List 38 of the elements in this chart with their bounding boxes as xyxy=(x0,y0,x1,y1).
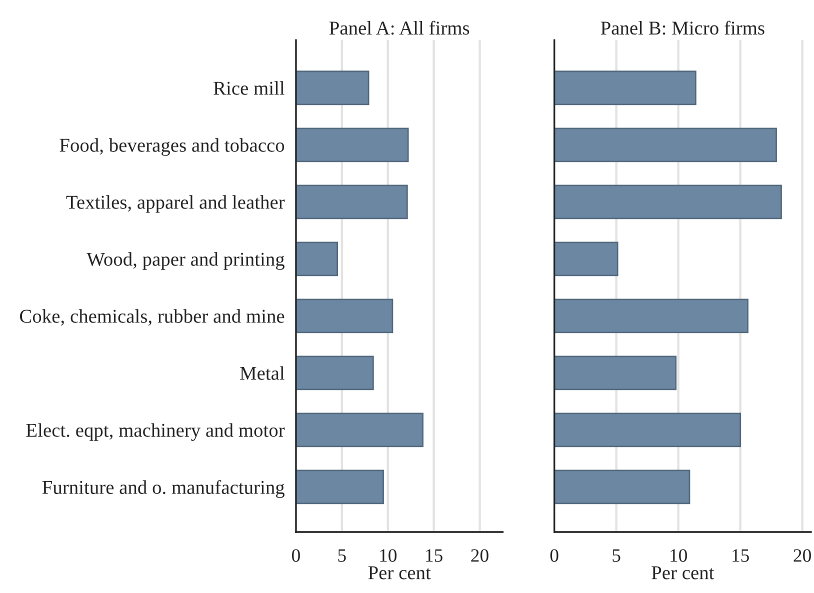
chart-title: Panel A: All firms xyxy=(329,20,470,35)
bar xyxy=(554,298,748,334)
y-tick-label: Furniture and o. manufacturing xyxy=(42,480,284,498)
y-tick-label: Coke, chemicals, rubber and mine xyxy=(20,309,284,326)
x-tick-label: 15 xyxy=(732,549,749,562)
y-tick-label: Wood, paper and printing xyxy=(86,252,284,270)
bar xyxy=(554,128,777,162)
bar xyxy=(296,70,370,106)
y-tick-label: Textiles, apparel and leather xyxy=(66,195,285,213)
bar xyxy=(296,356,374,390)
x-axis-title: Per cent xyxy=(368,566,431,580)
x-tick-label: 10 xyxy=(380,549,397,562)
bar xyxy=(554,184,782,220)
bar xyxy=(554,470,690,504)
x-tick-label: 20 xyxy=(794,549,811,562)
chart-title: Panel B: Micro firms xyxy=(600,20,764,35)
bar xyxy=(554,70,696,106)
x-tick-label: 10 xyxy=(670,549,687,562)
x-axis-title: Per cent xyxy=(652,566,714,580)
bar xyxy=(296,470,384,504)
x-tick-label: 15 xyxy=(426,549,442,562)
x-tick-label: 20 xyxy=(471,549,488,562)
bar xyxy=(296,298,394,334)
x-tick-label: 0 xyxy=(292,549,300,562)
y-tick-label: Metal xyxy=(240,366,284,380)
x-tick-label: 5 xyxy=(338,549,346,562)
x-tick-label: 0 xyxy=(550,549,558,562)
y-tick-label: Rice mill xyxy=(214,81,284,95)
bar xyxy=(554,356,677,390)
y-tick-label: Elect. eqpt, machinery and motor xyxy=(26,423,285,441)
bar xyxy=(554,412,742,448)
bar xyxy=(296,128,409,162)
bar xyxy=(554,242,618,276)
x-tick-label: 5 xyxy=(612,549,620,562)
bar xyxy=(296,242,338,276)
y-tick-label: Food, beverages and tobacco xyxy=(60,138,284,156)
bar xyxy=(296,412,424,448)
bar xyxy=(296,184,408,220)
